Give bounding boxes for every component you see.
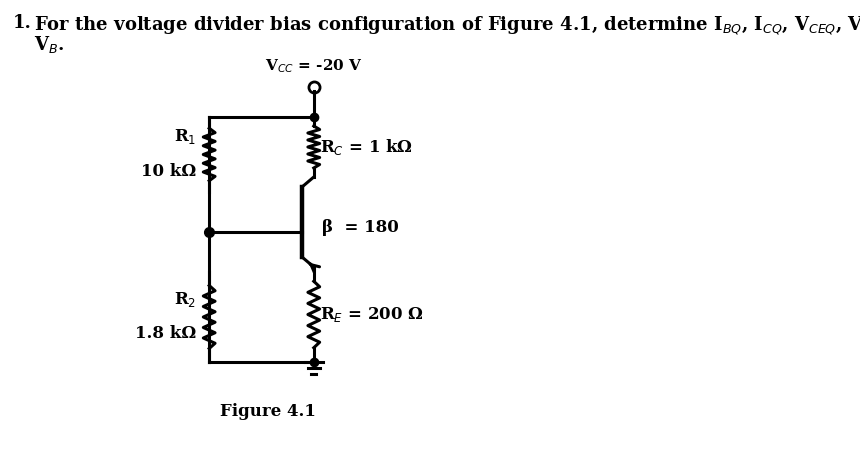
Text: Figure 4.1: Figure 4.1 <box>220 404 316 421</box>
Text: For the voltage divider bias configuration of Figure 4.1, determine I$_{BQ}$, I$: For the voltage divider bias configurati… <box>34 14 860 37</box>
Text: R$_1$: R$_1$ <box>174 127 196 146</box>
Text: β  = 180: β = 180 <box>322 219 398 236</box>
Text: R$_2$: R$_2$ <box>174 290 196 309</box>
Text: V$_{CC}$ = -20 V: V$_{CC}$ = -20 V <box>265 57 363 75</box>
Text: 10 kΩ: 10 kΩ <box>141 162 196 179</box>
Text: R$_C$ = 1 kΩ: R$_C$ = 1 kΩ <box>320 137 414 157</box>
Text: 1.8 kΩ: 1.8 kΩ <box>135 325 196 342</box>
Text: R$_E$ = 200 Ω: R$_E$ = 200 Ω <box>320 305 424 324</box>
Text: V$_B$.: V$_B$. <box>34 34 64 55</box>
Text: 1.: 1. <box>13 14 32 32</box>
